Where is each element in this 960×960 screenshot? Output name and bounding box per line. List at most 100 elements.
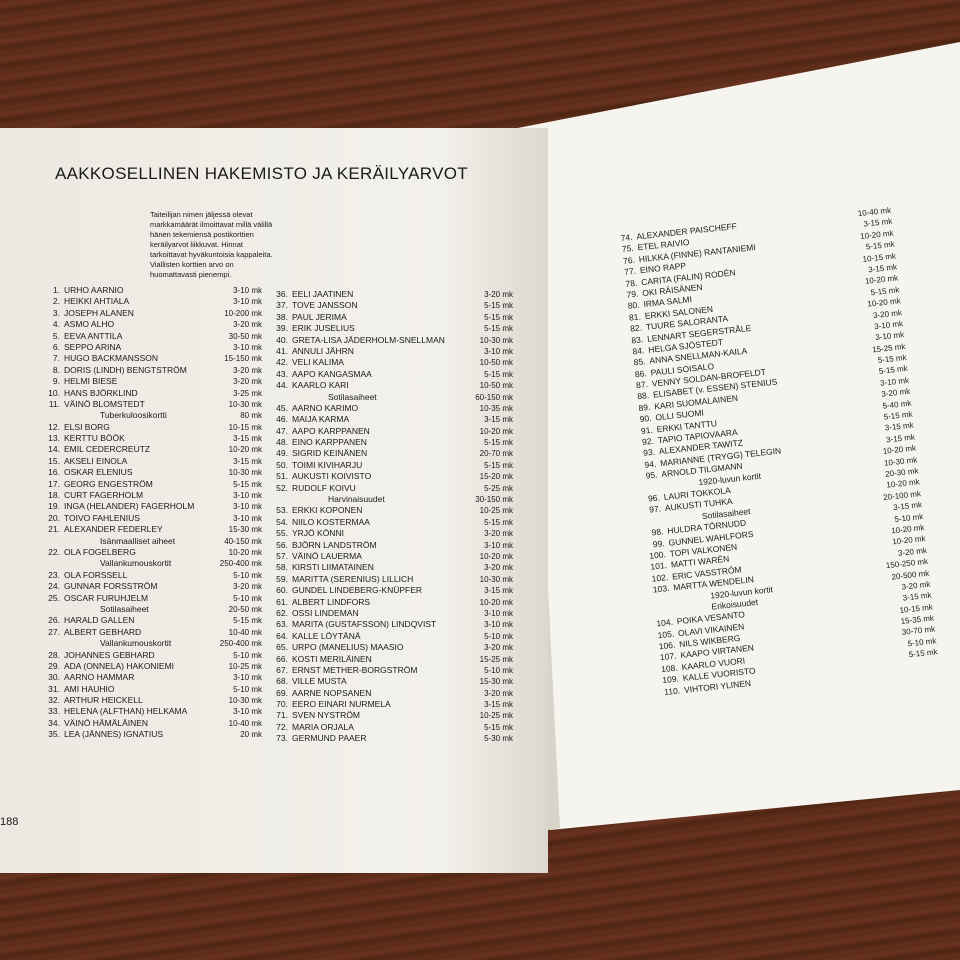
price-range: 5-15 mk: [484, 324, 513, 334]
sub-note: Harvinaisuudet: [328, 494, 385, 505]
index-row: 22. OLA FOGELBERG 10-20 mk: [40, 547, 262, 558]
artist-name: GERMUND PAAER: [292, 733, 367, 744]
artist-name: OLA FORSSELL: [64, 569, 128, 580]
entry-number: 62.: [276, 607, 288, 618]
index-row: 50. TOIMI KIVIHARJU 5-15 mk: [268, 460, 513, 471]
artist-name: ALBERT GEBHARD: [64, 626, 142, 637]
price-range: 5-10 mk: [233, 593, 262, 603]
artist-name: EELI JAATINEN: [292, 289, 354, 299]
entry-number: 70.: [276, 699, 288, 710]
artist-name: KIRSTI LIIMATAINEN: [292, 562, 374, 573]
artist-name: AARNO KARIMO: [292, 402, 359, 413]
entry-number: 60.: [276, 585, 288, 596]
index-row: Sotilasaiheet 20-50 mk: [40, 604, 262, 615]
entry-number: 24.: [48, 581, 60, 592]
index-row: Sotilasaiheet 60-150 mk: [268, 392, 513, 403]
price-range: 10-35 mk: [479, 403, 513, 413]
index-row: 36. EELI JAATINEN 3-20 mk: [268, 289, 513, 300]
index-row: 53. ERKKI KOPONEN 10-25 mk: [268, 505, 513, 516]
artist-name: CURT FAGERHOLM: [64, 490, 144, 501]
price-range: 3-10 mk: [233, 342, 262, 352]
index-row: 27. ALBERT GEBHARD 10-40 mk: [40, 627, 262, 638]
index-row: 41. ANNULI JÄHRN 3-10 mk: [268, 346, 513, 357]
entry-number: 39.: [276, 323, 288, 334]
artist-name: AAPO KANGASMAA: [292, 368, 372, 379]
artist-name: PAUL JERIMA: [292, 311, 347, 322]
entry-number: 61.: [276, 596, 288, 607]
index-row: 10. HANS BJÖRKLIND 3-25 mk: [40, 388, 262, 399]
price-range: 5-15 mk: [233, 479, 262, 489]
entry-number: 54.: [276, 516, 288, 527]
index-row: 13. KERTTU BÖÖK 3-15 mk: [40, 433, 262, 444]
entry-number: 42.: [276, 357, 288, 368]
index-row: 20. TOIVO FAHLENIUS 3-10 mk: [40, 513, 262, 524]
price-range: 3-10 mk: [233, 297, 262, 307]
price-range: 3-10 mk: [233, 673, 262, 683]
entry-number: 72.: [276, 721, 288, 732]
index-row: 15. AKSELI EINOLA 3-15 mk: [40, 456, 262, 467]
index-row: 54. NIILO KOSTERMAA 5-15 mk: [268, 517, 513, 528]
price-range: 10-30 mk: [228, 696, 262, 706]
price-range: 3-15 mk: [484, 700, 513, 710]
price-range: 80 mk: [240, 411, 262, 421]
price-range: 3-10 mk: [484, 620, 513, 630]
price-range: 15-30 mk: [228, 525, 262, 535]
sub-note: Sotilasaiheet: [100, 603, 149, 614]
artist-name: SIGRID KEINÄNEN: [292, 448, 368, 459]
price-range: 3-20 mk: [233, 377, 262, 387]
artist-name: VELI KALIMA: [292, 357, 344, 368]
sub-note: Vallankumouskortit: [100, 638, 172, 649]
price-range: 3-10 mk: [233, 502, 262, 512]
price-range: 3-10 mk: [233, 491, 262, 501]
entry-number: 22.: [48, 546, 60, 557]
price-range: 3-20 mk: [233, 365, 262, 375]
price-range: 5-10 mk: [233, 570, 262, 580]
index-row: 48. EINO KARPPANEN 5-15 mk: [268, 437, 513, 448]
sub-note: Isänmaalliset aiheet: [100, 535, 176, 546]
price-range: 10-20 mk: [479, 597, 513, 607]
price-range: 5-15 mk: [484, 722, 513, 732]
index-row: 56. BJÖRN LANDSTRÖM 3-10 mk: [268, 540, 513, 551]
index-row: 29. ADA (ONNELA) HAKONIEMI 10-25 mk: [40, 661, 262, 672]
index-row: 17. GEORG ENGESTRÖM 5-15 mk: [40, 479, 262, 490]
price-range: 3-15 mk: [233, 456, 262, 466]
artist-name: HANS BJÖRKLIND: [64, 387, 138, 398]
index-row: 35. LEA (JÄNNES) IGNATIUS 20 mk: [40, 729, 262, 740]
entry-number: 64.: [276, 630, 288, 641]
price-range: 10-30 mk: [228, 399, 262, 409]
entry-number: 44.: [276, 380, 288, 391]
index-row: 5. EEVA ANTTILA 30-50 mk: [40, 331, 262, 342]
index-row: 21. ALEXANDER FEDERLEY 15-30 mk: [40, 524, 262, 535]
price-range: 5-15 mk: [484, 301, 513, 311]
entry-number: 18.: [48, 490, 60, 501]
price-range: 250-400 mk: [219, 639, 262, 649]
index-row: 46. MAIJA KARMA 3-15 mk: [268, 414, 513, 425]
artist-name: AUKUSTI KOIVISTO: [292, 471, 372, 482]
column: 74. ALEXANDER PAISCHEFF 10-40 mk 75. ETEL RA…: [612, 205, 939, 699]
price-range: 10-25 mk: [228, 661, 262, 671]
artist-name: JOHANNES GEBHARD: [64, 649, 155, 660]
artist-name: OLA FOGELBERG: [64, 546, 136, 557]
artist-name: HEIKKI AHTIALA: [64, 296, 130, 307]
entry-number: 8.: [52, 364, 60, 375]
page-number: 188: [0, 816, 19, 828]
price-range: 250-400 mk: [219, 559, 262, 569]
price-range: 20-50 mk: [228, 604, 262, 614]
artist-name: ERKKI KOPONEN: [292, 505, 363, 516]
artist-name: TOIVO FAHLENIUS: [64, 512, 140, 523]
index-row: 23. OLA FORSSELL 5-10 mk: [40, 570, 262, 581]
index-row: 70. EERO EINARI NURMELA 3-15 mk: [268, 699, 513, 710]
price-range: 5-10 mk: [233, 684, 262, 694]
artist-name: GEORG ENGESTRÖM: [64, 478, 153, 489]
column: 1. URHO AARNIO 3-10 mk 2. HEIKKI AHTIALA 3-10…: [40, 285, 262, 741]
entry-number: 9.: [52, 376, 60, 387]
entry-number: 50.: [276, 459, 288, 470]
entry-number: 34.: [48, 717, 60, 728]
artist-name: MARITTA (SERENIUS) LILLICH: [292, 573, 414, 584]
artist-name: YRJÖ KÖNNI: [292, 528, 344, 539]
artist-name: AKSELI EINOLA: [64, 455, 128, 466]
entry-number: 47.: [276, 425, 288, 436]
artist-name: SEPPO ARINA: [64, 341, 122, 352]
artist-name: MARITA (GUSTAFSSON) LINDQVIST: [292, 619, 437, 630]
entry-number: 23.: [48, 569, 60, 580]
